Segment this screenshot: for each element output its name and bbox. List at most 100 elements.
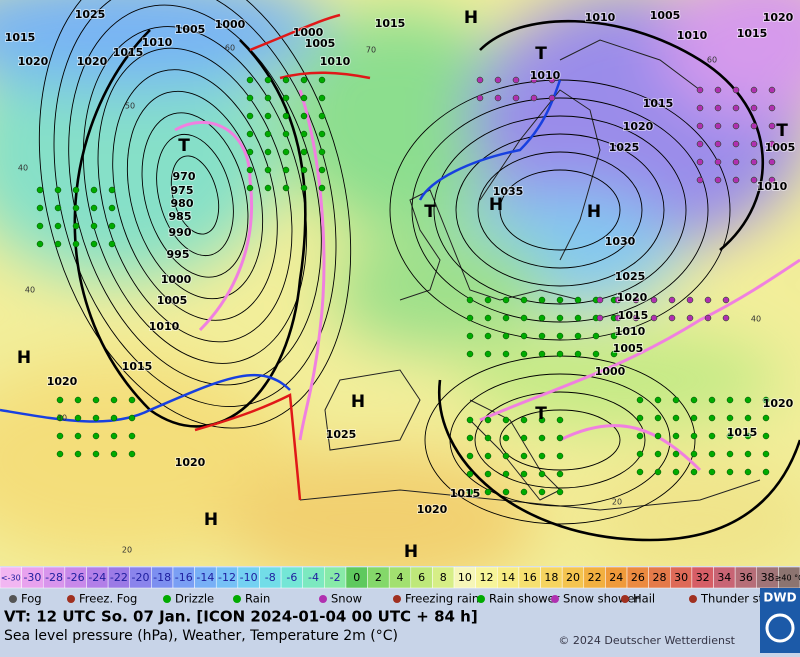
weather-symbol xyxy=(762,414,770,422)
warm-front xyxy=(194,393,302,501)
weather-symbol xyxy=(128,414,136,422)
isobar xyxy=(82,26,308,364)
weather-symbol xyxy=(556,470,564,478)
isobar-label: 1015 xyxy=(450,487,481,500)
temperature-label: 40 xyxy=(751,315,761,324)
weather-symbol xyxy=(484,488,492,496)
temperature-label: 60 xyxy=(707,56,717,65)
weather-symbol xyxy=(538,314,546,322)
legend-label: Drizzle xyxy=(175,592,214,606)
weather-symbol xyxy=(732,158,740,166)
legend-symbol xyxy=(551,595,559,603)
weather-symbol xyxy=(762,450,770,458)
weather-symbol xyxy=(596,296,604,304)
weather-symbol xyxy=(696,176,704,184)
isobar-label: 1005 xyxy=(157,294,188,307)
isobar-label: 1010 xyxy=(615,325,646,338)
weather-symbol xyxy=(538,416,546,424)
weather-symbol xyxy=(574,332,582,340)
isobar xyxy=(433,115,687,305)
weather-symbol xyxy=(596,314,604,322)
weather-symbol xyxy=(476,76,484,84)
low-pressure: T xyxy=(178,136,190,156)
weather-symbol xyxy=(556,296,564,304)
isobar-label: 1015 xyxy=(113,46,144,59)
weather-symbol xyxy=(264,94,272,102)
isobar-label: 1030 xyxy=(605,235,636,248)
weather-symbol xyxy=(282,112,290,120)
weather-symbol xyxy=(714,176,722,184)
isobar-label: 1015 xyxy=(737,27,768,40)
weather-symbol xyxy=(110,450,118,458)
weather-symbol xyxy=(708,468,716,476)
legend-symbol xyxy=(393,595,401,603)
high-pressure: H xyxy=(351,392,365,412)
weather-symbol xyxy=(108,240,116,248)
weather-symbol xyxy=(300,148,308,156)
colorbar-label: 24 xyxy=(609,571,623,584)
weather-symbol xyxy=(74,396,82,404)
weather-symbol xyxy=(282,166,290,174)
logo-mark xyxy=(765,613,795,643)
isobar-label: 1020 xyxy=(623,120,654,133)
weather-symbol xyxy=(74,450,82,458)
weather-symbol xyxy=(696,140,704,148)
weather-symbol xyxy=(696,158,704,166)
weather-symbol xyxy=(54,204,62,212)
weather-symbols xyxy=(36,76,776,496)
weather-symbol xyxy=(768,158,776,166)
isobar-label: 1025 xyxy=(615,270,646,283)
weather-symbol xyxy=(264,76,272,84)
weather-symbol xyxy=(610,332,618,340)
weather-symbol xyxy=(502,488,510,496)
weather-symbol xyxy=(538,350,546,358)
weather-symbol xyxy=(54,186,62,194)
isobar xyxy=(477,151,643,269)
isobar-label: 1010 xyxy=(142,36,173,49)
weather-symbol xyxy=(494,94,502,102)
legend-label: Snow shower xyxy=(563,592,639,606)
weather-symbol xyxy=(264,112,272,120)
weather-symbol xyxy=(744,432,752,440)
weather-symbol xyxy=(538,452,546,460)
isobar-label: 1025 xyxy=(326,428,357,441)
isobar xyxy=(112,69,278,321)
weather-symbol xyxy=(466,296,474,304)
weather-symbol xyxy=(74,414,82,422)
weather-symbol xyxy=(690,432,698,440)
weather-symbol xyxy=(466,452,474,460)
weather-symbol xyxy=(520,470,528,478)
weather-symbol xyxy=(72,240,80,248)
colorbar-label: -16 xyxy=(175,571,193,584)
weather-symbol xyxy=(484,296,492,304)
weather-symbol xyxy=(282,76,290,84)
weather-symbol xyxy=(246,76,254,84)
weather-symbol xyxy=(732,104,740,112)
weather-symbol xyxy=(502,314,510,322)
legend-symbol xyxy=(319,595,327,603)
weather-symbol xyxy=(556,488,564,496)
weather-symbol xyxy=(722,314,730,322)
weather-symbol xyxy=(246,166,254,174)
weather-symbol xyxy=(502,416,510,424)
colorbar-label: -8 xyxy=(265,571,276,584)
weather-symbol xyxy=(74,432,82,440)
colorbar-label: 36 xyxy=(739,571,753,584)
isobar-label: 1010 xyxy=(530,69,561,82)
logo-text: DWD xyxy=(763,591,796,605)
isobar-label: 1000 xyxy=(215,18,246,31)
legend-label: Rain xyxy=(245,592,270,606)
weather-symbol xyxy=(520,434,528,442)
isobar xyxy=(499,169,621,251)
isobar-label: 970 xyxy=(173,170,196,183)
weather-symbol xyxy=(556,434,564,442)
weather-symbol xyxy=(726,468,734,476)
colorbar-label: 34 xyxy=(717,571,731,584)
weather-symbol xyxy=(704,314,712,322)
weather-symbol xyxy=(484,314,492,322)
legend-symbol xyxy=(67,595,75,603)
weather-symbol xyxy=(650,296,658,304)
weather-symbol xyxy=(318,148,326,156)
weather-symbol xyxy=(494,76,502,84)
